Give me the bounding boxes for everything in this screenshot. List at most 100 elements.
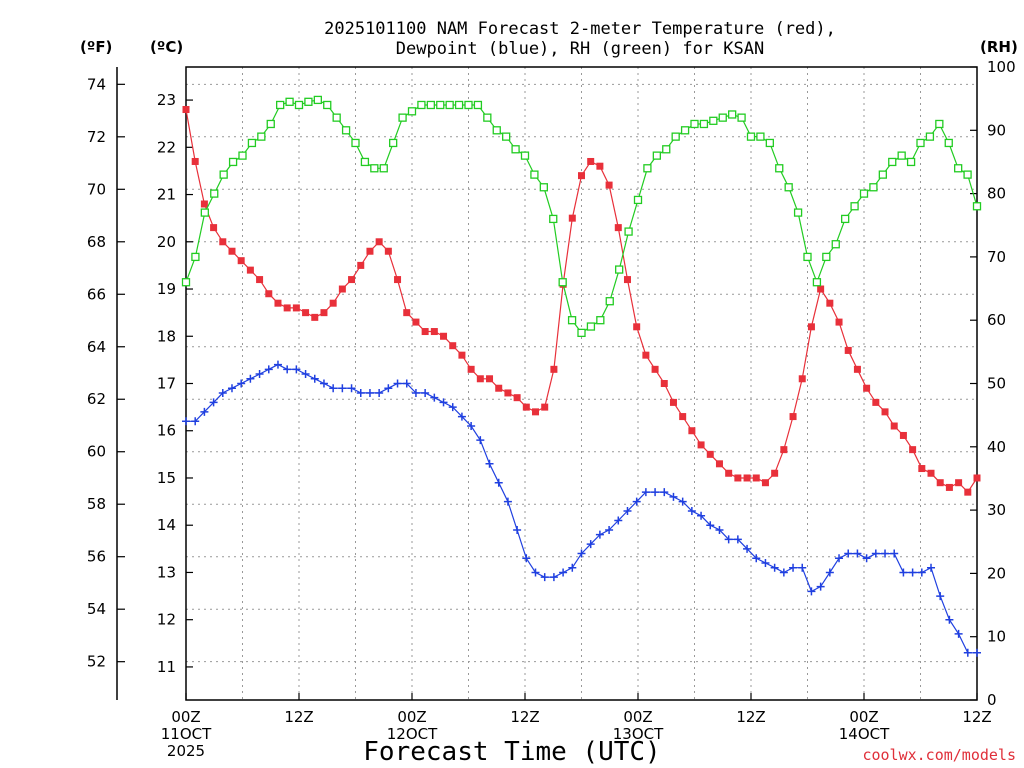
plot-frame: [185, 66, 978, 701]
dewpoint-point: [448, 403, 457, 412]
fahrenheit-tick-label: 66: [87, 285, 106, 303]
dewpoint-point: [908, 568, 917, 577]
fahrenheit-tick-label: 74: [87, 75, 106, 93]
temperature-point: [936, 479, 944, 487]
temperature-point: [311, 313, 319, 321]
rh-tick-label: 70: [987, 248, 1006, 266]
temperature-point: [890, 422, 898, 430]
dewpoint-point: [200, 407, 209, 416]
dewpoint-point: [862, 554, 871, 563]
temperature-point: [495, 384, 503, 392]
temperature-point: [256, 276, 264, 284]
temperature-point: [274, 299, 282, 307]
temperature-point: [320, 309, 328, 317]
rh-point: [935, 119, 944, 129]
rh-point: [398, 113, 407, 122]
rh-point: [577, 328, 586, 338]
temperature-point: [752, 474, 760, 482]
celsius-unit-label: (ºC): [150, 38, 183, 56]
dewpoint-point: [963, 648, 972, 657]
dewpoint-point: [485, 459, 494, 468]
dewpoint-point: [586, 540, 595, 549]
rh-tick-label: 20: [987, 564, 1006, 582]
celsius-tick-label: 16: [157, 422, 176, 440]
temperature-point: [697, 441, 705, 449]
axes: [116, 66, 978, 701]
dewpoint-point: [752, 554, 761, 563]
rh-point: [181, 278, 191, 287]
rh-point: [200, 208, 209, 217]
dewpoint-point: [264, 365, 273, 374]
dewpoint-point: [614, 516, 623, 525]
dewpoint-point: [191, 417, 200, 426]
temperature-point: [955, 479, 963, 487]
dewpoint-point: [899, 568, 908, 577]
dewpoint-point: [945, 615, 954, 624]
dewpoint-point: [660, 488, 669, 497]
time-tick-label: 00Z: [171, 708, 200, 726]
time-tick-label: 2025: [167, 742, 205, 760]
dewpoint-point: [844, 549, 853, 558]
rh-point: [756, 132, 765, 141]
rh-point: [370, 164, 379, 173]
rh-point: [850, 202, 859, 211]
temperature-point: [366, 247, 374, 255]
rh-point: [709, 116, 718, 125]
dewpoint-point: [770, 563, 779, 572]
dewpoint-point: [761, 559, 770, 568]
celsius-tick-label: 17: [157, 375, 176, 393]
dewpoint-point: [835, 554, 844, 563]
dewpoint-point: [632, 497, 641, 506]
temperature-point: [798, 375, 806, 383]
dewpoint-point: [255, 370, 264, 379]
temperature-point: [596, 162, 604, 170]
x-axis-label: Forecast Time (UTC): [363, 737, 660, 767]
dewpoint-point: [522, 554, 531, 563]
fahrenheit-tick-label: 70: [87, 180, 106, 198]
celsius-tick-label: 15: [157, 469, 176, 487]
rh-point: [803, 252, 812, 262]
temperature-point: [817, 285, 825, 293]
rh-point: [775, 164, 784, 173]
grid-lines: [186, 67, 977, 700]
rh-point: [793, 208, 803, 217]
dewpoint-point: [421, 388, 430, 397]
rh-point: [728, 110, 737, 119]
rh-point: [822, 252, 831, 262]
rh-point: [558, 278, 567, 287]
dewpoint-point: [384, 384, 393, 393]
temperature-point: [734, 474, 742, 482]
rh-point: [963, 170, 972, 179]
dewpoint-point: [687, 507, 696, 516]
dewpoint-point: [890, 549, 899, 558]
rh-point: [379, 164, 388, 173]
dewpoint-point: [356, 388, 365, 397]
temperature-point: [835, 318, 843, 326]
rh-point: [841, 214, 850, 224]
dewpoint-point: [577, 549, 586, 558]
chart-title: 2025101100 NAM Forecast 2-meter Temperat…: [324, 19, 836, 59]
temperature-point: [964, 488, 972, 496]
rh-point: [831, 240, 840, 249]
rh-point: [944, 138, 953, 148]
temperature-point: [679, 413, 687, 421]
chart-title-line-1: 2025101100 NAM Forecast 2-meter Temperat…: [324, 19, 836, 39]
dewpoint-point: [549, 573, 558, 582]
temperature-point: [458, 351, 466, 359]
temperature-point: [375, 238, 383, 246]
dewpoint-point: [375, 388, 384, 397]
rh-tick-label: 0: [987, 691, 997, 709]
dewpoint-point: [733, 535, 742, 544]
temperature-point: [872, 398, 880, 406]
rh-point: [313, 95, 322, 105]
temperature-point: [725, 469, 733, 477]
rh-point: [454, 100, 464, 110]
dewpoint-point: [605, 525, 614, 534]
temperature-point: [476, 375, 484, 383]
temperature-point: [265, 290, 273, 298]
fahrenheit-tick-label: 72: [87, 128, 106, 146]
temperature-point: [283, 304, 291, 312]
dewpoint-point: [182, 417, 190, 426]
dewpoint-point: [310, 374, 319, 383]
temperature-point: [863, 384, 871, 392]
